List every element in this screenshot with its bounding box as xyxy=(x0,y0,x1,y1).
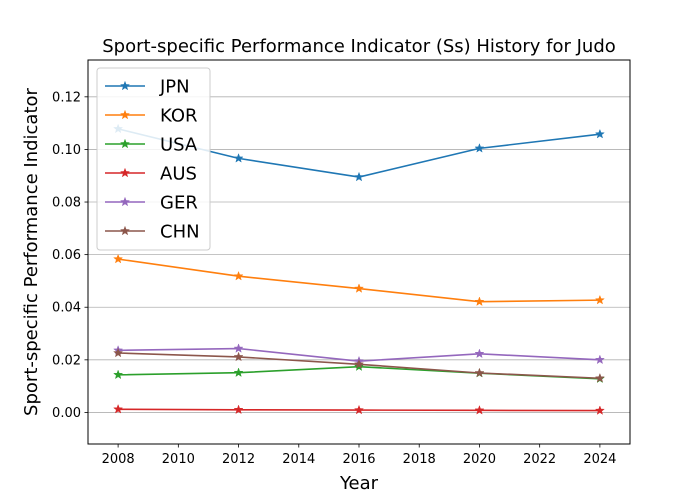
data-point-jpn xyxy=(474,143,485,153)
data-point-aus xyxy=(113,403,124,414)
x-tick-label: 2008 xyxy=(102,452,135,467)
data-point-aus xyxy=(233,404,244,415)
data-point-kor xyxy=(113,253,124,264)
y-tick-label: 0.04 xyxy=(52,301,81,316)
data-point-jpn xyxy=(233,153,244,163)
data-point-kor xyxy=(233,270,244,281)
series-aus xyxy=(113,403,605,415)
legend: JPN KOR USA AUS GER CHN xyxy=(96,67,211,251)
x-tick-label: 2012 xyxy=(222,452,255,467)
legend-entry-aus: AUS xyxy=(105,164,197,185)
legend-label-jpn: JPN xyxy=(159,77,190,98)
data-point-usa xyxy=(233,367,244,378)
data-point-jpn xyxy=(594,128,605,139)
data-point-aus xyxy=(474,404,485,415)
y-tick-label: 0.00 xyxy=(52,406,81,421)
y-tick-label: 0.08 xyxy=(52,196,81,211)
legend-entry-usa: USA xyxy=(105,135,198,156)
legend-entry-ger: GER xyxy=(105,193,198,214)
data-point-jpn xyxy=(353,171,365,182)
legend-marker-kor xyxy=(119,109,131,120)
legend-marker-chn xyxy=(119,225,131,236)
data-point-chn xyxy=(594,372,605,383)
legend-label-usa: USA xyxy=(160,135,198,156)
data-point-chn xyxy=(233,351,244,362)
data-point-ger xyxy=(233,343,244,353)
legend-entry-chn: CHN xyxy=(105,222,200,243)
x-tick-label: 2018 xyxy=(403,452,436,467)
data-point-ger xyxy=(474,348,485,359)
x-tick-label: 2014 xyxy=(282,452,315,467)
legend-entry-jpn: JPN xyxy=(105,77,190,98)
y-tick-label: 0.02 xyxy=(52,353,81,368)
data-point-kor xyxy=(474,296,485,307)
data-point-chn xyxy=(474,367,485,378)
legend-label-ger: GER xyxy=(160,193,198,214)
series-chn xyxy=(113,347,605,383)
data-point-kor xyxy=(353,283,365,293)
legend-marker-jpn xyxy=(119,80,131,91)
legend-marker-ger xyxy=(119,196,131,207)
x-tick-label: 2010 xyxy=(162,452,195,467)
y-tick-label: 0.10 xyxy=(52,143,81,158)
series-kor xyxy=(113,253,605,307)
data-point-aus xyxy=(353,404,365,415)
x-tick-label: 2022 xyxy=(523,452,556,467)
legend-label-chn: CHN xyxy=(160,222,200,243)
legend-entry-kor: KOR xyxy=(105,106,198,127)
x-tick-label: 2016 xyxy=(342,452,375,467)
data-point-usa xyxy=(113,369,124,380)
legend-label-aus: AUS xyxy=(160,164,197,185)
data-point-kor xyxy=(594,294,605,305)
x-axis-label: Year xyxy=(339,473,379,494)
y-tick-label: 0.06 xyxy=(52,248,81,263)
axis-ticks: 0.00 0.02 0.04 0.06 0.08 0.10 0.12 2008 2010 2012… xyxy=(52,90,616,467)
data-point-aus xyxy=(594,405,605,415)
legend-marker-usa xyxy=(119,138,131,149)
x-tick-label: 2024 xyxy=(583,452,616,467)
legend-label-kor: KOR xyxy=(160,106,198,127)
legend-marker-aus xyxy=(119,167,131,178)
data-point-chn xyxy=(113,347,124,358)
data-point-chn xyxy=(353,358,365,369)
y-tick-label: 0.12 xyxy=(52,90,81,105)
y-axis-label: Sport-specific Performance Indicator xyxy=(21,87,42,415)
x-tick-label: 2020 xyxy=(463,452,496,467)
chart-title: Sport-specific Performance Indicator (Ss… xyxy=(102,36,616,57)
data-point-ger xyxy=(594,354,605,365)
